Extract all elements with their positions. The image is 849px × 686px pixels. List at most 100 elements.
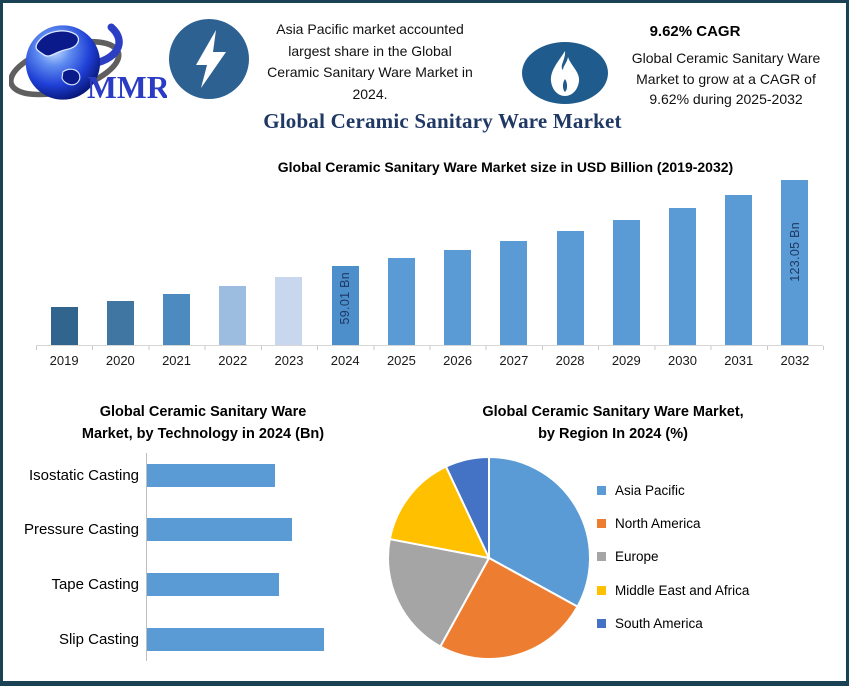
bar-2024: 59.01 Bn — [331, 266, 359, 345]
bar-value-label-2032: 123.05 Bn — [787, 222, 802, 282]
legend-label: Europe — [615, 549, 659, 565]
x-tick-label-2030: 2030 — [668, 353, 697, 368]
x-tick-label-2032: 2032 — [780, 353, 810, 368]
tech-bar — [147, 463, 275, 487]
x-tick-label-2020: 2020 — [105, 353, 135, 368]
x-tick-label-2019: 2019 — [49, 353, 79, 368]
region-chart-title-line: by Region In 2024 (%) — [538, 426, 688, 442]
x-tick-label-2023: 2023 — [274, 353, 304, 368]
tech-row: Tape Casting — [17, 557, 367, 612]
pie-slice-middle-east-and-africa — [388, 465, 491, 560]
bar-2032: 123.05 Bn — [781, 180, 809, 345]
pie-slice-north-america — [438, 556, 579, 660]
tech-bar — [147, 627, 324, 651]
tech-label: Tape Casting — [51, 575, 139, 593]
technology-chart-title-line: Global Ceramic Sanitary Ware — [99, 404, 307, 420]
highlight-line: Ceramic Sanitary Ware Market in — [267, 64, 473, 80]
legend-swatch — [597, 485, 606, 495]
bar-2027 — [500, 241, 528, 345]
x-tick-label-2024: 2024 — [330, 353, 360, 368]
tech-row: Slip Casting — [17, 612, 367, 667]
globe-icon: MMR — [8, 23, 171, 105]
cagr-text: Global Ceramic Sanitary Ware Market to g… — [609, 48, 843, 110]
legend-swatch — [597, 552, 606, 562]
tech-bar — [147, 518, 292, 542]
bar-slot-2023 — [261, 180, 317, 345]
legend-item: Europe — [597, 547, 749, 567]
bar-2021 — [163, 294, 191, 345]
bar-2030 — [669, 208, 697, 345]
legend-swatch — [597, 619, 606, 629]
pie-slice-asia-pacific — [488, 455, 591, 609]
market-size-bar-chart: 59.01 Bn 123.05 Bn — [36, 180, 823, 346]
region-chart-title-line: Global Ceramic Sanitary Ware Market, — [482, 404, 744, 420]
bar-slot-2028 — [542, 180, 598, 345]
technology-bar-chart: Isostatic Casting Pressure Casting Tape Ca… — [17, 448, 367, 666]
region-chart-title: Global Ceramic Sanitary Ware Market, by … — [423, 401, 803, 445]
x-tick-label-2028: 2028 — [555, 353, 585, 368]
x-tick-label-2029: 2029 — [611, 353, 641, 368]
highlight-text: Asia Pacific market accounted largest sh… — [249, 19, 491, 105]
x-tick-label-2022: 2022 — [218, 353, 248, 368]
bar-2020 — [106, 301, 134, 345]
x-tick-label-2027: 2027 — [499, 353, 529, 368]
cagr-line: 9.62% during 2025-2032 — [649, 91, 803, 107]
legend-label: South America — [615, 616, 703, 632]
lightning-icon — [169, 19, 249, 104]
tech-bar — [147, 572, 279, 596]
highlight-line: Asia Pacific market accounted — [276, 21, 464, 37]
legend-label: North America — [615, 515, 701, 531]
bar-slot-2029 — [598, 180, 654, 345]
highlight-line: largest share in the Global — [288, 42, 452, 59]
bar-value-label-2024: 59.01 Bn — [338, 272, 353, 325]
x-axis-ticks — [36, 346, 824, 350]
legend-item: Asia Pacific — [597, 480, 749, 500]
logo-text: MMR — [87, 70, 167, 105]
legend-swatch — [597, 518, 606, 528]
cagr-line: Market to grow at a CAGR of — [636, 70, 816, 87]
cagr-line: Global Ceramic Sanitary Ware — [631, 50, 821, 66]
bar-2029 — [612, 220, 640, 345]
cagr-block: 9.62% CAGR Global Ceramic Sanitary Ware … — [609, 23, 843, 110]
bar-2031 — [725, 195, 753, 345]
x-tick-label-2025: 2025 — [386, 353, 416, 368]
bar-slot-2031 — [711, 180, 767, 345]
bar-slot-2019 — [36, 180, 92, 345]
legend-swatch — [597, 585, 606, 595]
bar-slot-2032: 123.05 Bn — [767, 180, 823, 345]
tech-label: Isostatic Casting — [28, 466, 139, 484]
legend-item: Middle East and Africa — [597, 580, 749, 600]
bar-slot-2022 — [205, 180, 261, 345]
tech-label: Pressure Casting — [23, 521, 139, 539]
bar-slot-2024: 59.01 Bn — [317, 180, 373, 345]
bar-slot-2020 — [92, 180, 148, 345]
bar-2025 — [387, 258, 415, 345]
region-pie-chart — [384, 453, 594, 668]
pie-slice-south-america — [444, 455, 490, 559]
pie-legend: Asia Pacific North America Europe Middle Ea… — [597, 480, 749, 647]
bar-2022 — [219, 286, 247, 345]
x-tick-label-2026: 2026 — [443, 353, 473, 368]
cagr-title: 9.62% CAGR — [649, 23, 741, 40]
legend-item: South America — [597, 614, 749, 634]
technology-chart-title-line: Market, by Technology in 2024 (Bn) — [81, 426, 325, 442]
bar-2019 — [50, 307, 78, 345]
tech-label: Slip Casting — [58, 630, 139, 648]
bar-chart-title: Global Ceramic Sanitary Ware Market size… — [277, 159, 734, 175]
highlight-line: 2024. — [352, 85, 388, 102]
mmr-logo: MMR — [8, 15, 171, 115]
pie-slice-europe — [387, 537, 491, 648]
bar-2028 — [556, 231, 584, 345]
bar-slot-2021 — [148, 180, 204, 345]
x-axis-labels: 2019 2020 2021 2022 2023 2024 2025 2026 2027 2028… — [36, 353, 823, 368]
tech-row: Isostatic Casting — [17, 448, 367, 503]
technology-chart-axis — [146, 453, 147, 661]
x-tick-label-2031: 2031 — [724, 353, 754, 368]
bar-slot-2030 — [654, 180, 710, 345]
technology-chart-title: Global Ceramic Sanitary Ware Market, by … — [58, 401, 348, 445]
legend-label: Asia Pacific — [615, 482, 685, 498]
bar-slot-2025 — [373, 180, 429, 345]
x-tick-label-2021: 2021 — [162, 353, 191, 368]
legend-item: North America — [597, 513, 749, 533]
